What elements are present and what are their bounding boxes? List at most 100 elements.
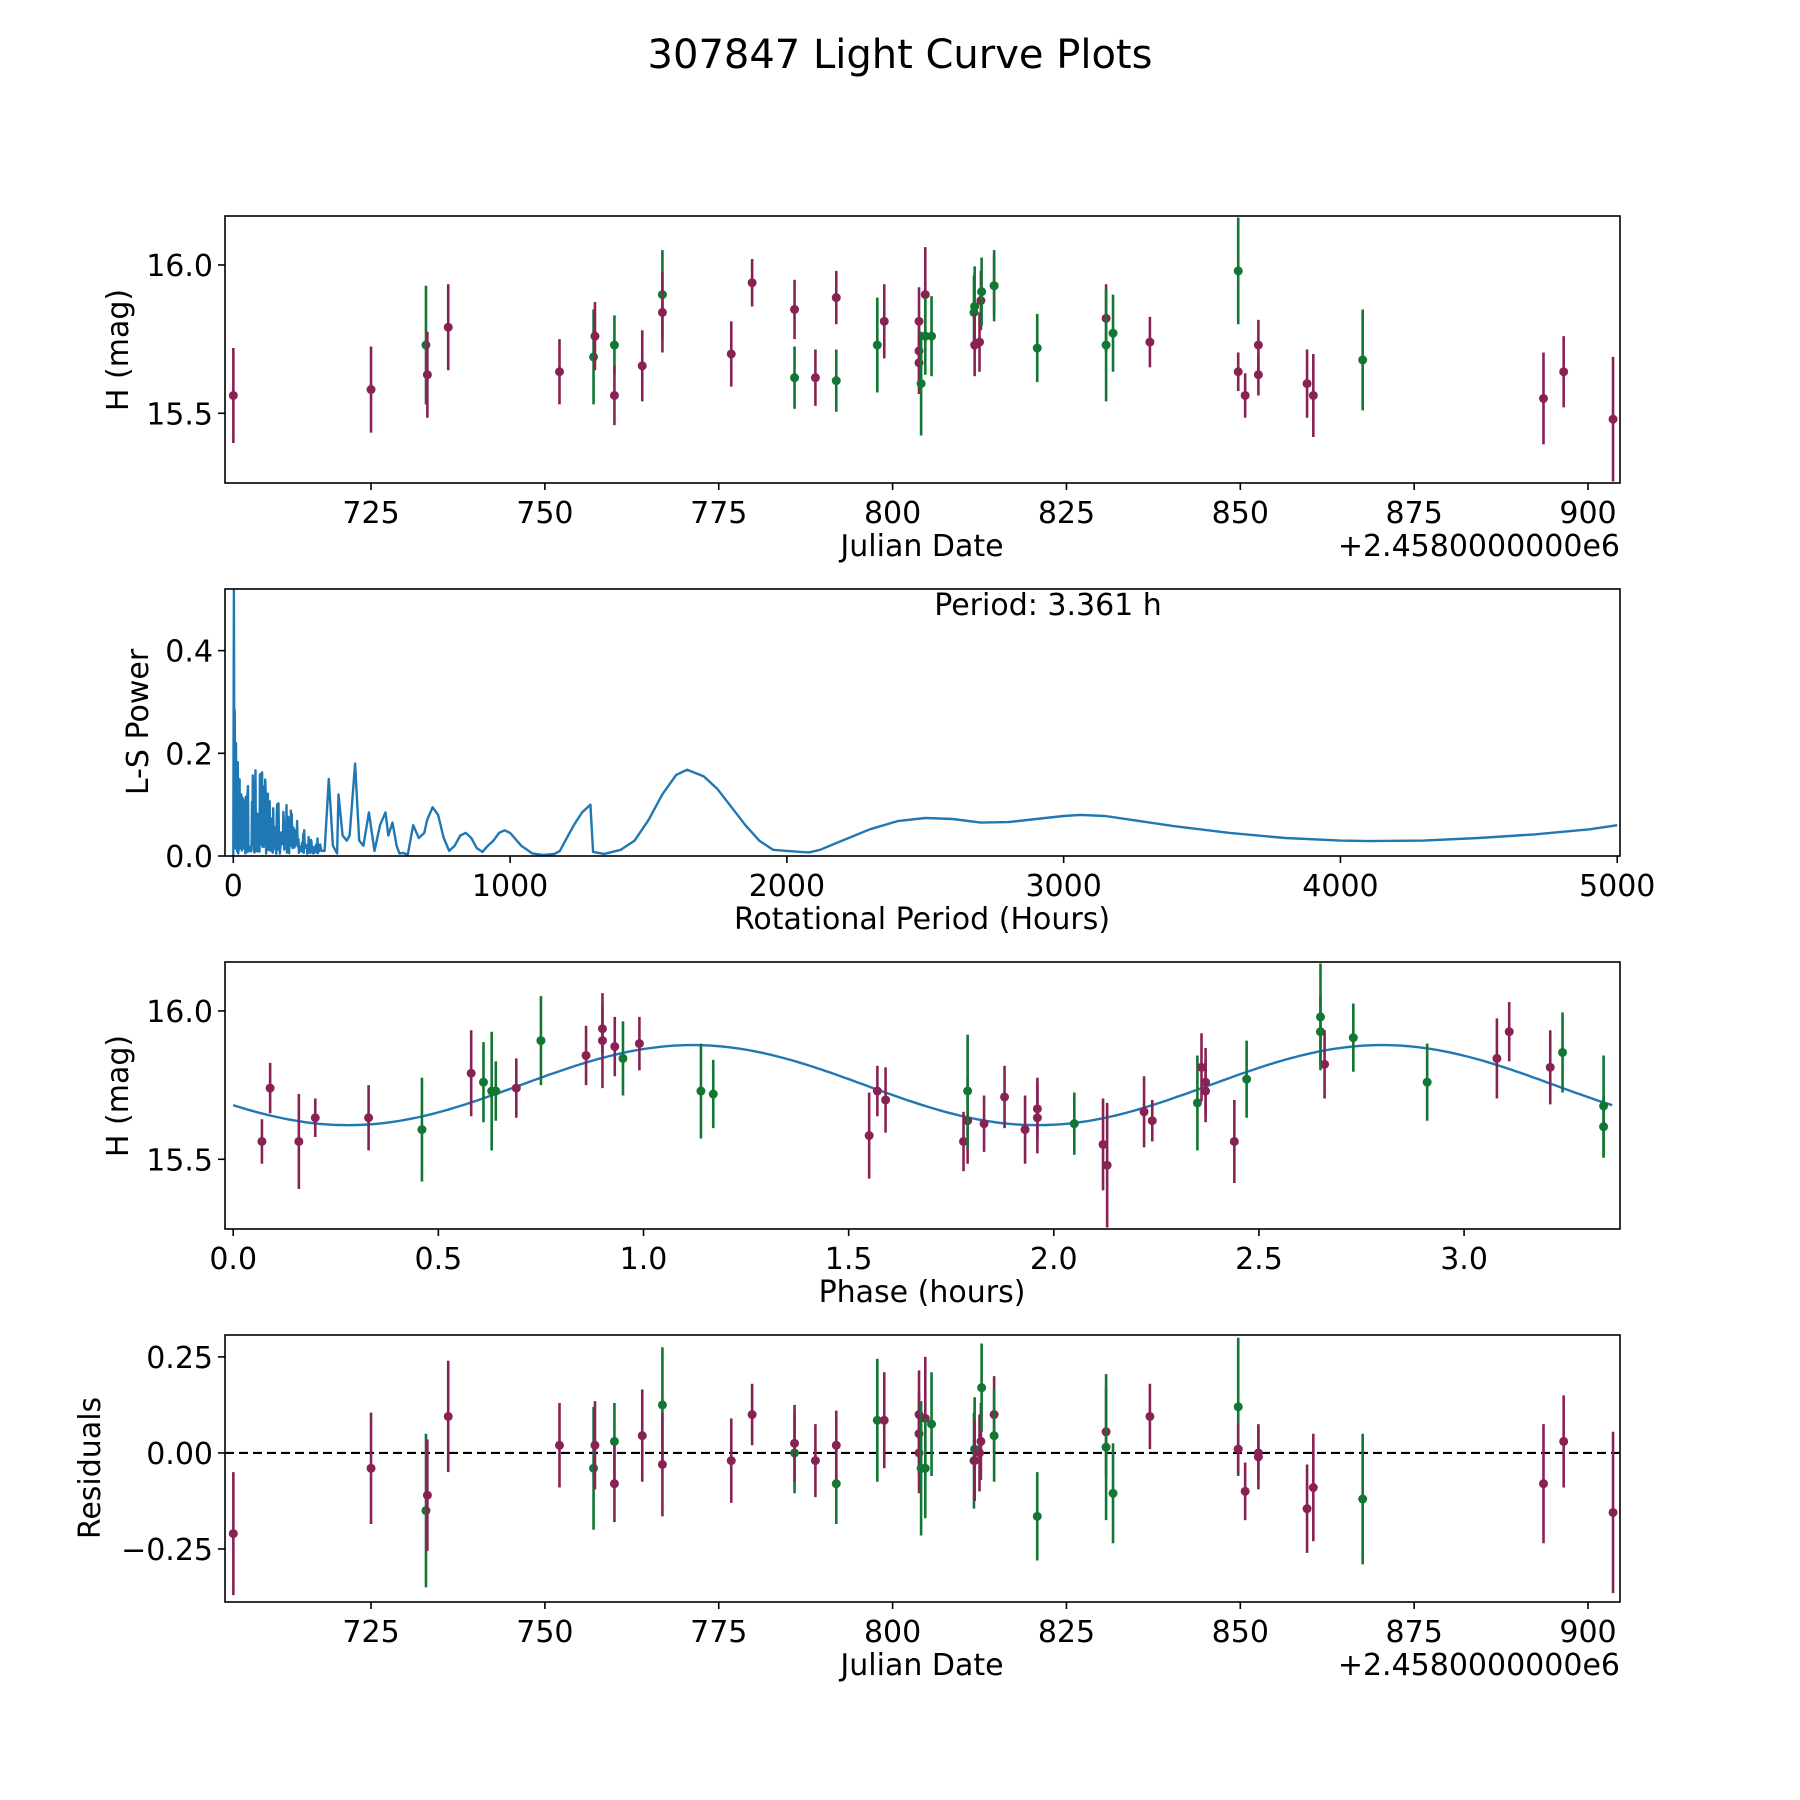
- residual-point: [609, 1479, 619, 1489]
- light-curve-point: [1308, 390, 1318, 400]
- phase-folded-point: [310, 1113, 320, 1123]
- light-curve-point: [657, 307, 667, 317]
- residual-point: [970, 1456, 980, 1466]
- light-curve-point: [1559, 367, 1569, 377]
- light-curve-point: [1253, 340, 1263, 350]
- light-curve-ytick-label: 16.0: [146, 249, 213, 284]
- residuals-ytick-label: 0.25: [146, 1341, 213, 1376]
- model-curve: [232, 1043, 1613, 1127]
- light-curve-point: [790, 373, 800, 383]
- periodogram-ytick-label: 0.2: [165, 737, 213, 772]
- residual-point: [1253, 1448, 1263, 1458]
- phase-folded-point: [466, 1068, 476, 1078]
- phase-folded-point: [708, 1089, 718, 1099]
- residual-point: [609, 1436, 619, 1446]
- light-curve-point: [421, 340, 431, 350]
- phase-folded-points: [232, 963, 1613, 1228]
- phase-folded-ytick-label: 16.0: [146, 995, 213, 1030]
- phase-folded-point: [597, 1036, 607, 1046]
- light-curve-point: [831, 376, 841, 386]
- light-curve-point: [989, 281, 999, 291]
- residuals-xtick-label: 775: [690, 1615, 747, 1650]
- light-curve-point: [1240, 390, 1250, 400]
- residual-point: [637, 1431, 647, 1441]
- phase-folded-point: [963, 1086, 973, 1096]
- light-curve-xtick-label: 750: [516, 496, 573, 531]
- light-curve-point: [609, 340, 619, 350]
- residual-point: [920, 1463, 930, 1473]
- residual-point: [657, 1400, 667, 1410]
- phase-folded-point: [1504, 1027, 1514, 1037]
- light-curve-xtick-label: 875: [1386, 496, 1443, 531]
- residual-point: [1145, 1411, 1155, 1421]
- figure-title: 307847 Light Curve Plots: [648, 32, 1153, 78]
- residuals-xtick-label: 725: [342, 1615, 399, 1650]
- residual-point: [1358, 1494, 1368, 1504]
- residuals-x-offset: +2.4580000000e6: [1338, 1648, 1620, 1683]
- phase-folded-point: [511, 1083, 521, 1093]
- residuals-ylabel: Residuals: [73, 1397, 108, 1539]
- phase-folded-axes-frame: [224, 961, 1621, 1230]
- residual-marks: [225, 1337, 1620, 1596]
- phase-folded-point: [1545, 1062, 1555, 1072]
- phase-folded-point: [1201, 1086, 1211, 1096]
- periodogram-ytick-label: 0.0: [165, 840, 213, 875]
- phase-folded-point: [536, 1036, 546, 1046]
- phase-folded-point: [1102, 1160, 1112, 1170]
- phase-folded-point: [864, 1131, 874, 1141]
- phase-folded-point: [1147, 1116, 1157, 1126]
- residual-point: [831, 1479, 841, 1489]
- light-curve-xtick-label: 825: [1038, 496, 1095, 531]
- phase-folded-xtick-label: 3.0: [1440, 1242, 1488, 1277]
- residual-point: [1233, 1402, 1243, 1412]
- residual-point: [421, 1506, 431, 1516]
- light-curve-point: [1233, 367, 1243, 377]
- phase-folded-point: [872, 1086, 882, 1096]
- light-curve-axes-frame: [224, 215, 1621, 484]
- residual-points: [225, 1337, 1620, 1596]
- phase-folded-point: [696, 1086, 706, 1096]
- phase-folded-point: [1229, 1136, 1239, 1146]
- residuals-ytick-label: −0.25: [121, 1533, 213, 1568]
- light-curve-point: [1358, 355, 1368, 365]
- phase-folded-point: [478, 1077, 488, 1087]
- residual-point: [989, 1431, 999, 1441]
- residual-point: [1108, 1488, 1118, 1498]
- light-curve-point: [810, 373, 820, 383]
- residual-point: [1101, 1442, 1111, 1452]
- phase-folded-point: [1348, 1033, 1358, 1043]
- light-curve-points: [228, 217, 1618, 482]
- periodogram-panel: 0 1000 2000 3000 4000 5000 0.0 0.2 0.4 Period: 3…: [121, 588, 1655, 937]
- light-curve-point: [637, 361, 647, 371]
- phase-folded-point: [1242, 1074, 1252, 1084]
- light-curve-point: [366, 385, 376, 395]
- phase-folded-xtick-label: 0.5: [414, 1242, 462, 1277]
- phase-folded-point: [1315, 1012, 1325, 1022]
- residual-point: [554, 1440, 564, 1450]
- periodogram-ytick-label: 0.4: [165, 635, 213, 670]
- residual-point: [366, 1463, 376, 1473]
- light-curve-point: [443, 322, 453, 332]
- light-curve-point: [1233, 266, 1243, 276]
- light-curve-xtick-label: 850: [1212, 496, 1269, 531]
- light-curve-point: [1108, 328, 1118, 338]
- light-curve-point: [1539, 393, 1549, 403]
- residual-point: [747, 1410, 757, 1420]
- phase-folded-xtick-label: 1.5: [825, 1242, 873, 1277]
- residual-point: [1539, 1479, 1549, 1489]
- residual-point: [975, 1448, 985, 1458]
- light-curve-point: [970, 301, 980, 311]
- light-curve-point: [726, 349, 736, 359]
- residuals-xtick-label: 875: [1386, 1615, 1443, 1650]
- residuals-xtick-label: 750: [516, 1615, 573, 1650]
- light-curve-point: [879, 316, 889, 326]
- phase-folded-point: [1320, 1059, 1330, 1069]
- residuals-xtick-label: 800: [864, 1615, 921, 1650]
- phase-folded-panel: 0.0 0.5 1.0 1.5 2.0 2.5 3.0 15.5 16.0 Phase (hou…: [101, 961, 1621, 1310]
- residual-point: [977, 1383, 987, 1393]
- phase-folded-point: [1492, 1053, 1502, 1063]
- light-curve-point: [975, 337, 985, 347]
- periodogram-axes-frame: [224, 588, 1621, 857]
- light-curve-ylabel: H (mag): [101, 289, 136, 411]
- light-curve-panel: 725 750 775 800 825 850 875 900 15.5 16.0 Julian …: [101, 215, 1621, 564]
